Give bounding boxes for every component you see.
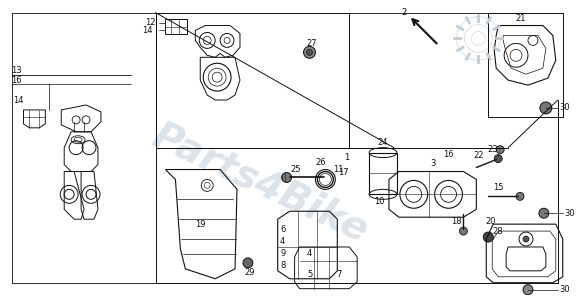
Text: 14: 14 [13,96,24,104]
Text: 10: 10 [374,197,384,206]
Text: 12: 12 [145,18,155,27]
Text: 5: 5 [307,270,312,279]
Text: 8: 8 [280,261,286,270]
Text: 13: 13 [11,66,22,75]
Text: 18: 18 [451,217,462,226]
Text: 16: 16 [443,150,454,159]
Circle shape [516,192,524,200]
Text: 16: 16 [11,76,22,85]
Text: 27: 27 [306,39,317,48]
Text: 4: 4 [307,250,312,258]
Text: 6: 6 [280,225,286,234]
Text: 3: 3 [430,159,435,168]
Circle shape [483,232,493,242]
Text: Parts4Bike: Parts4Bike [146,116,374,250]
Text: 15: 15 [493,183,503,192]
Text: 30: 30 [560,285,570,294]
Circle shape [523,236,529,242]
Text: 14: 14 [142,26,153,35]
Bar [488,13,563,117]
Text: 17: 17 [338,168,349,177]
Text: 26: 26 [315,158,326,167]
Circle shape [460,227,468,235]
Bar [369,153,397,194]
Circle shape [303,46,316,58]
Bar [155,13,349,148]
Circle shape [281,173,292,182]
Circle shape [243,258,253,268]
Text: 21: 21 [516,14,527,23]
Text: 29: 29 [244,268,255,277]
Text: 23: 23 [487,145,498,154]
Text: 24: 24 [378,138,388,147]
Text: 22: 22 [473,151,484,160]
Circle shape [306,49,313,55]
Circle shape [523,285,533,295]
Bar [165,19,187,34]
Text: 30: 30 [560,103,570,112]
Text: 2: 2 [401,8,406,17]
Circle shape [540,102,552,114]
Text: 28: 28 [493,227,503,236]
Text: 20: 20 [485,217,495,226]
Text: 30: 30 [565,209,575,218]
Text: 4: 4 [280,237,286,245]
Circle shape [539,208,549,218]
Text: 19: 19 [195,220,206,229]
Circle shape [496,146,504,154]
Text: 9: 9 [280,250,286,258]
Circle shape [494,155,502,163]
Text: 1: 1 [343,153,349,162]
Text: 11: 11 [333,165,343,174]
Text: 25: 25 [290,165,301,174]
Text: 7: 7 [336,270,342,279]
